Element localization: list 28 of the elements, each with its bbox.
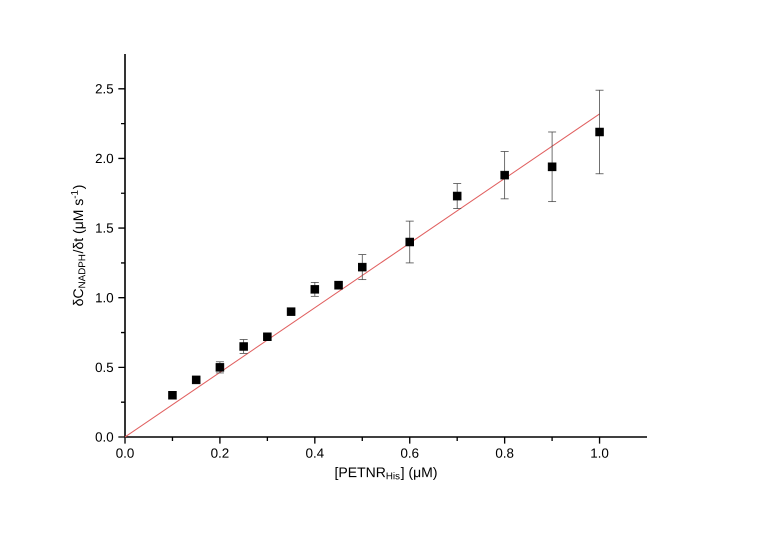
y-axis-title: δC$_{NADPH}$/δt (μM s$^{-1}$) (70, 186, 86, 306)
y-tick-label: 0.0 (96, 432, 114, 442)
x-tick-label: 0.8 (496, 448, 514, 458)
point (500, 170, 509, 180)
point (405, 238, 414, 246)
x-axis-title: [PETNR$_{His}$] (μM) (336, 466, 437, 480)
y-tick-label: 1.5 (96, 223, 114, 233)
point (168, 390, 177, 400)
y-tick-label: 2.5 (96, 84, 114, 94)
x-tick-label: 0.4 (306, 448, 324, 458)
point (192, 376, 200, 384)
point (216, 363, 224, 372)
point (452, 192, 462, 200)
point (595, 128, 604, 136)
y-tick-label: 1.0 (96, 293, 114, 302)
point (334, 280, 343, 290)
point (239, 342, 248, 351)
x-tick-label: 0.0 (116, 448, 134, 458)
x-tick-label: 0.6 (400, 448, 418, 458)
y-tick-label: 2.0 (96, 154, 114, 164)
point (310, 285, 320, 294)
x-tick-label: 1.0 (591, 448, 608, 458)
y-tick-label: 0.5 (96, 362, 114, 372)
point (548, 162, 556, 172)
point (286, 307, 296, 316)
point (358, 262, 367, 272)
point (263, 332, 272, 341)
x-tick-label: 0.2 (211, 448, 229, 458)
